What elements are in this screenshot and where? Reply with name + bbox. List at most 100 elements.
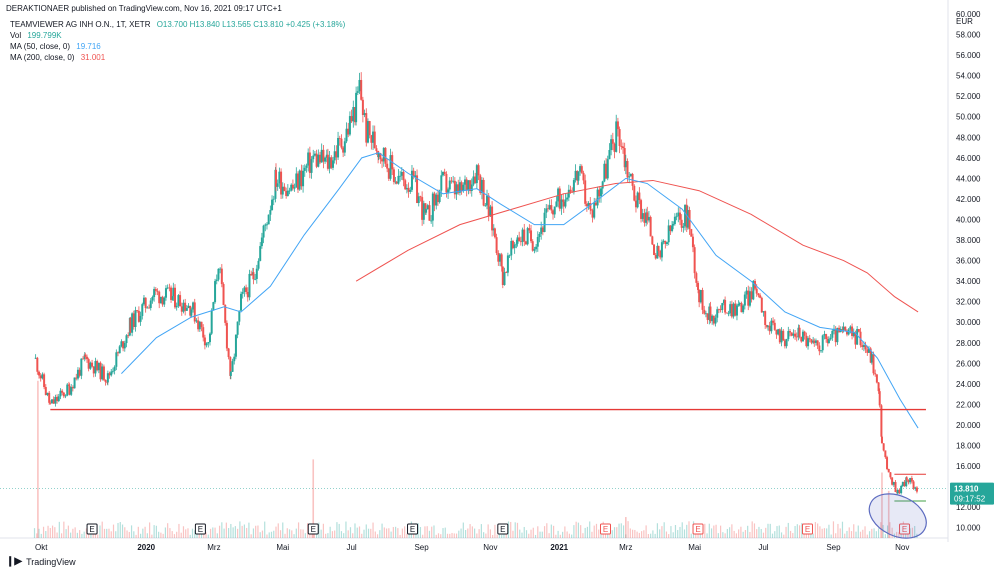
volume-bar [397,528,399,538]
volume-bar [334,530,336,538]
candle-body [695,273,698,283]
volume-bar [801,523,803,538]
candle-body [550,205,553,211]
candle-body [680,219,683,228]
volume-bar [564,526,566,538]
earnings-marker: E [599,523,611,535]
volume-bar [230,523,232,538]
candle-body [905,477,908,481]
volume-bar [753,523,756,538]
volume-bar [794,526,796,538]
volume-bar [63,521,65,538]
candle-body [348,116,351,135]
volume-bar [735,533,737,538]
candle-body [164,288,167,298]
volume-bar [42,526,45,538]
candle-body [773,322,776,330]
legend-ma50-row: MA (50, close, 0) 19.716 [10,41,345,52]
candle-body [375,148,378,152]
volume-spike [887,490,890,538]
candle-body [548,205,551,209]
candle-body [740,303,743,313]
earnings-marker-box [899,523,911,535]
x-tick-label: Sep [414,543,429,552]
brand-name[interactable]: TradingView [26,556,76,567]
candle-body [629,173,632,177]
candle-body [48,392,51,403]
volume-bar [584,527,586,538]
candle-body [234,334,237,357]
candle-body [768,325,771,332]
volume-bar [557,530,559,538]
candle-body [372,131,375,143]
candle-body [594,202,597,206]
candle-body [118,346,121,354]
volume-bar [293,534,295,538]
candle-body [730,304,733,317]
candle-body [492,228,495,231]
volume-bar [38,528,40,538]
symbol-label[interactable]: TEAMVIEWER AG INH O.N., 1T, XETR [10,20,151,29]
candle-body [120,341,123,347]
volume-bar [54,527,56,538]
candle-body [184,302,187,311]
candle-body [515,243,518,245]
volume-bar [613,527,616,538]
candle-body [207,342,210,344]
candle-body [185,308,188,311]
candle-body [641,213,644,219]
candle-body [84,354,87,357]
candle-body [297,173,300,190]
candle-body [510,240,513,256]
candle-body [703,309,706,314]
candle-body [524,241,527,245]
volume-bar [180,532,182,538]
volume-bar [823,528,826,538]
volume-bar [72,528,74,538]
candle-body [479,175,482,193]
candle-body [772,320,775,323]
candle-body [486,195,489,206]
candle-body [219,268,222,270]
candle-body [903,481,906,487]
volume-bar [428,530,431,538]
volume-bar [275,526,277,538]
candle-body [875,374,878,383]
candle-body [52,399,55,404]
volume-bar [683,529,686,538]
volume-bar [573,525,575,538]
ma50-line [121,152,919,429]
x-tick-label: Mai [276,543,289,552]
candle-body [752,280,755,300]
candle-body [264,224,267,226]
candle-body [386,163,389,169]
volume-bar [726,528,728,538]
candle-body [171,296,174,300]
volume-bar [796,524,798,538]
candle-body [56,396,59,402]
volume-bar [56,532,58,538]
volume-bar [638,532,640,538]
volume-bar [729,527,731,538]
volume-bar [627,521,629,538]
candle-body [92,366,95,374]
candle-body [224,304,227,323]
candle-body [271,199,274,211]
candle-body [70,387,73,395]
volume-label[interactable]: Vol [10,31,22,40]
volume-bar [539,531,541,538]
candle-body [732,303,735,317]
volume-bar [512,530,514,538]
candle-body [170,287,173,300]
volume-bar [128,531,130,538]
volume-bar [142,528,144,538]
volume-bar [719,525,722,538]
candle-body [892,482,895,485]
ma200-label[interactable]: MA (200, close, 0) [10,53,75,62]
volume-bar [618,523,620,538]
ma50-label[interactable]: MA (50, close, 0) [10,42,71,51]
candle-body [87,359,90,369]
candle-body [131,313,134,333]
volume-bar [514,522,516,538]
